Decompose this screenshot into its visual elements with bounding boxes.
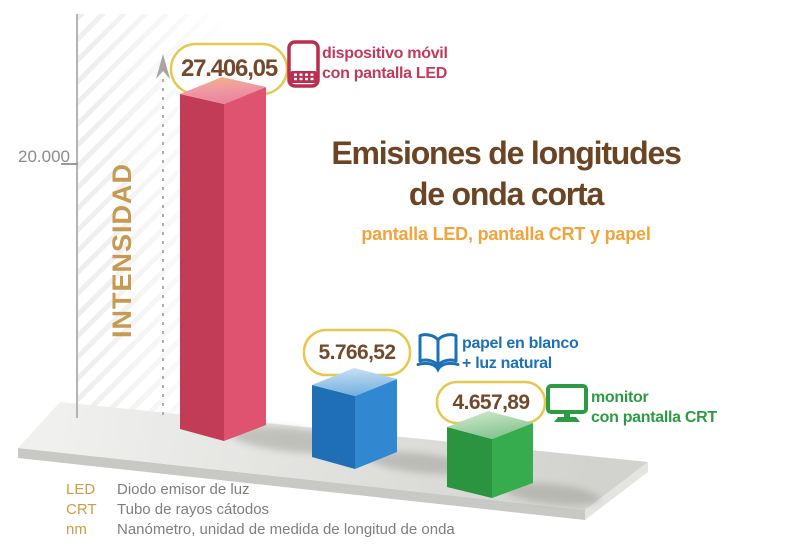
category-label-paper: papel en blanco + luz natural <box>462 334 579 373</box>
value-label-paper: 5.766,52 <box>318 340 397 364</box>
bar-paper <box>312 368 397 469</box>
bar-led <box>180 77 266 441</box>
category-label-crt-line1: monitor <box>591 389 649 406</box>
footnote-legend: LED Diodo emisor de luz CRT Tubo de rayo… <box>66 480 626 540</box>
y-axis <box>61 14 78 418</box>
footnote-definition-crt: Tubo de rayos cátodos <box>117 501 270 518</box>
category-label-led: dispositivo móvil con pantalla LED <box>322 44 448 83</box>
footnote-term-led: LED <box>66 481 96 498</box>
open-book-icon <box>416 333 460 373</box>
category-label-led-line2: con pantalla LED <box>322 64 447 82</box>
footnote-row-crt: CRT Tubo de rayos cátodos <box>66 500 626 520</box>
category-label-crt-line2: con pantalla CRT <box>591 408 717 426</box>
category-label-paper-line1: papel en blanco <box>462 335 579 352</box>
y-axis-title: INTENSIDAD <box>107 162 137 338</box>
category-label-paper-line2: + luz natural <box>462 354 552 372</box>
category-label-crt: monitor con pantalla CRT <box>591 388 717 427</box>
y-axis-tick-label: 20.000 <box>18 147 70 166</box>
footnote-row-led: LED Diodo emisor de luz <box>66 480 626 500</box>
chart-title-line2: de onda corta <box>408 176 604 212</box>
crt-monitor-icon <box>546 384 588 422</box>
footnote-definition-nm: Nanómetro, unidad de medida de longitud … <box>117 521 455 538</box>
title-block: Emisiones de longitudes de onda corta pa… <box>300 133 712 245</box>
footnote-term-nm: nm <box>66 521 87 538</box>
bar-crt <box>447 411 533 498</box>
mobile-phone-icon <box>287 40 320 88</box>
value-label-crt: 4.657,89 <box>452 390 531 414</box>
footnote-term-crt: CRT <box>66 501 97 518</box>
value-label-led: 27.406,05 <box>181 55 278 82</box>
chart-subtitle: pantalla LED, pantalla CRT y papel <box>361 224 651 244</box>
footnote-definition-led: Diodo emisor de luz <box>117 481 250 498</box>
category-label-led-line1: dispositivo móvil <box>322 45 448 62</box>
chart-title-line1: Emisiones de longitudes <box>331 135 682 171</box>
trend-arrow <box>156 54 170 415</box>
footnote-row-nm: nm Nanómetro, unidad de medida de longit… <box>66 520 626 540</box>
